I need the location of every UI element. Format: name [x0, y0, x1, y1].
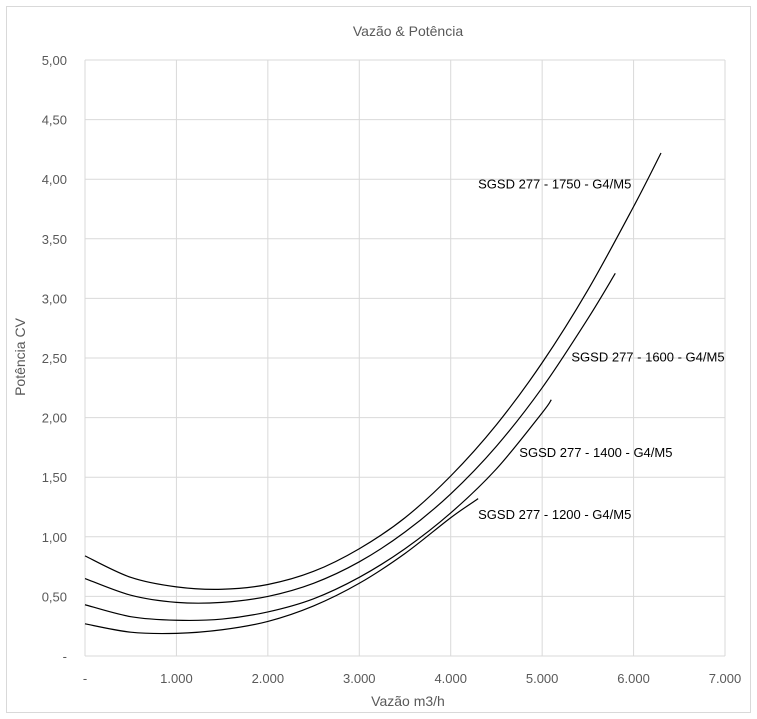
- chart-title: Vazão & Potência: [353, 23, 463, 39]
- y-tick-label: 5,00: [42, 53, 67, 68]
- series-line-1: [84, 152, 662, 590]
- series-label-3: SGSD 277 - 1400 - G4/M5: [519, 445, 672, 460]
- series-line-3: [84, 399, 552, 622]
- x-axis-label: Vazão m3/h: [371, 693, 445, 709]
- series-line-2: [84, 273, 616, 604]
- chart-frame: [6, 6, 751, 713]
- y-axis-label: Potência CV: [12, 317, 28, 395]
- series-label-1: SGSD 277 - 1750 - G4/M5: [478, 177, 631, 192]
- series-label-2: SGSD 277 - 1600 - G4/M5: [571, 350, 724, 365]
- x-tick-label: 7.000: [709, 671, 742, 686]
- x-tick-label: 3.000: [343, 671, 376, 686]
- y-tick-label: 1,50: [42, 470, 67, 485]
- y-tick-label: 1,00: [42, 530, 67, 545]
- y-tick-label: 4,00: [42, 172, 67, 187]
- x-tick-label: 5.000: [526, 671, 559, 686]
- x-tick-label: 4.000: [434, 671, 467, 686]
- y-tick-label: 4,50: [42, 113, 67, 128]
- series-label-4: SGSD 277 - 1200 - G4/M5: [478, 507, 631, 522]
- x-axis-tick-labels: - 1.000 2.000 3.000 4.000 5.000 6.000 7.000: [83, 671, 741, 686]
- y-axis-tick-labels: - 0,50 1,00 1,50 2,00 2,50 3,00 3,50 4,00 4,50 5,0…: [42, 53, 67, 664]
- y-tick-label: 0,50: [42, 589, 67, 604]
- x-tick-label: -: [83, 671, 87, 686]
- y-tick-label: 2,00: [42, 411, 67, 426]
- x-tick-label: 2.000: [252, 671, 285, 686]
- y-tick-label: -: [63, 649, 67, 664]
- series-line-4: [84, 498, 479, 635]
- series-curves: [84, 152, 662, 635]
- y-tick-label: 3,50: [42, 232, 67, 247]
- series-labels: SGSD 277 - 1750 - G4/M5 SGSD 277 - 1600 -…: [478, 177, 724, 522]
- x-tick-label: 6.000: [617, 671, 650, 686]
- grid-lines: [84, 59, 726, 657]
- y-tick-label: 2,50: [42, 351, 67, 366]
- x-tick-label: 1.000: [160, 671, 193, 686]
- y-tick-label: 3,00: [42, 291, 67, 306]
